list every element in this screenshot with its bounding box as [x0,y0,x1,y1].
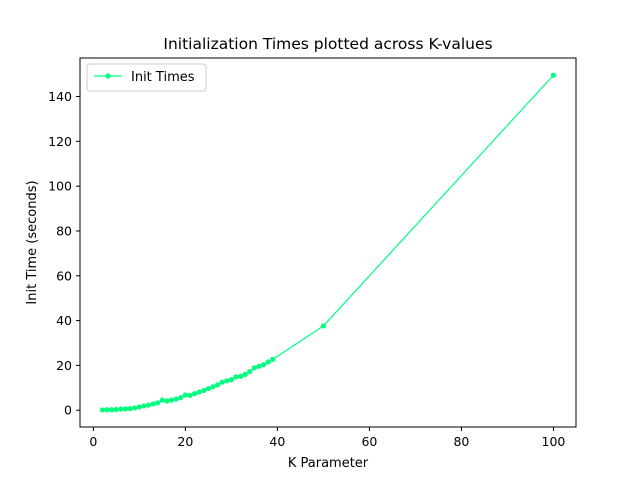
y-tick-label: 140 [48,89,72,104]
y-tick-label: 20 [56,358,72,373]
data-point [164,398,170,404]
data-point [173,396,179,402]
data-point [270,356,276,362]
data-point [99,407,106,413]
x-axis-label: K Parameter [288,456,369,471]
plot-area-frame [79,57,577,428]
chart-title: Initialization Times plotted across K-va… [163,35,492,53]
data-point [150,401,156,407]
data-point [233,374,239,380]
legend-label: Init Times [131,70,195,85]
x-axis: 0 20 40 60 80 100 [89,427,565,449]
data-point [219,379,225,385]
data-point [127,406,133,412]
x-tick-label: 80 [453,434,469,449]
data-point [242,371,248,377]
data-point [550,72,557,78]
y-axis-label: Init Time (seconds) [25,180,40,304]
x-tick-label: 100 [542,434,566,449]
legend-marker-swatch [105,73,111,79]
data-point [145,402,152,408]
data-point [247,369,253,375]
data-point [214,382,221,388]
data-point [224,378,230,384]
data-point [210,384,216,390]
x-tick-label: 60 [361,434,377,449]
y-tick-label: 100 [48,179,72,194]
x-tick-label: 0 [89,434,97,449]
legend-box [86,63,207,92]
data-point [196,389,202,395]
data-point [256,363,262,369]
data-point [118,406,124,412]
legend: Init Times [86,63,207,92]
data-point [178,395,184,401]
series-line [102,74,554,411]
x-tick-label: 40 [269,434,285,449]
data-point [113,406,119,413]
data-point [109,407,115,413]
data-point [155,400,161,406]
y-axis: 0 20 40 60 80 100 120 140 [48,89,80,418]
series-layer [99,72,557,413]
y-tick-label: 80 [56,223,72,238]
data-point [136,404,142,410]
data-point [260,362,267,368]
data-point [132,405,138,411]
data-point [320,323,326,329]
data-point [168,397,175,403]
data-point [201,387,207,394]
data-point [159,397,165,403]
y-tick-label: 60 [56,268,72,283]
data-point [251,365,257,371]
x-tick-label: 20 [177,434,193,449]
data-point [122,406,129,412]
data-point [187,392,193,399]
y-tick-label: 40 [56,313,72,328]
data-point [228,377,234,383]
data-point [141,403,147,409]
y-tick-label: 120 [48,134,72,149]
y-tick-label: 0 [64,403,72,418]
data-point [237,373,244,379]
data-point [205,386,211,392]
data-point [182,392,188,398]
data-point [265,359,271,365]
data-point [191,391,198,397]
data-point [104,407,110,413]
